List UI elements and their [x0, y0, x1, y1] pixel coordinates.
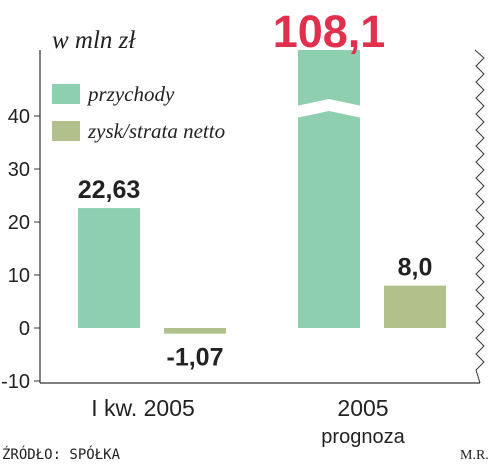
data-label: -1,07: [167, 344, 224, 372]
bar-zysk-1: [384, 285, 446, 328]
data-label: 22,63: [78, 176, 141, 204]
bar-przychody-1: [298, 50, 360, 328]
unit-label: w mln zł: [52, 27, 136, 54]
category-label: I kw. 2005: [91, 395, 195, 421]
y-tick-label: 0: [19, 318, 30, 340]
y-tick-label: 10: [8, 265, 30, 287]
bar-zysk-0: [164, 328, 226, 334]
category-sublabel: prognoza: [321, 426, 405, 448]
bar-break-mark: [296, 99, 362, 118]
data-label: 8,0: [398, 254, 433, 282]
category-label: 2005: [337, 395, 388, 421]
y-tick-label: 20: [8, 212, 30, 234]
legend-label-przychody: przychody: [86, 82, 175, 106]
legend-swatch-zysk: [52, 121, 80, 141]
axis-break-mark: [474, 49, 485, 384]
legend-swatch-przychody: [52, 84, 80, 104]
bar-przychody-0: [78, 208, 140, 328]
y-tick-label: 30: [8, 159, 30, 181]
y-tick-label: 40: [8, 106, 30, 128]
legend: przychody zysk/strata netto: [52, 82, 225, 143]
source-note: ŹRÓDŁO: SPÓŁKA: [2, 445, 121, 463]
y-tick-label: -10: [1, 371, 30, 393]
legend-label-zysk: zysk/strata netto: [87, 119, 225, 143]
credit-note: M.R.: [460, 448, 489, 463]
data-label: 108,1: [273, 6, 386, 57]
